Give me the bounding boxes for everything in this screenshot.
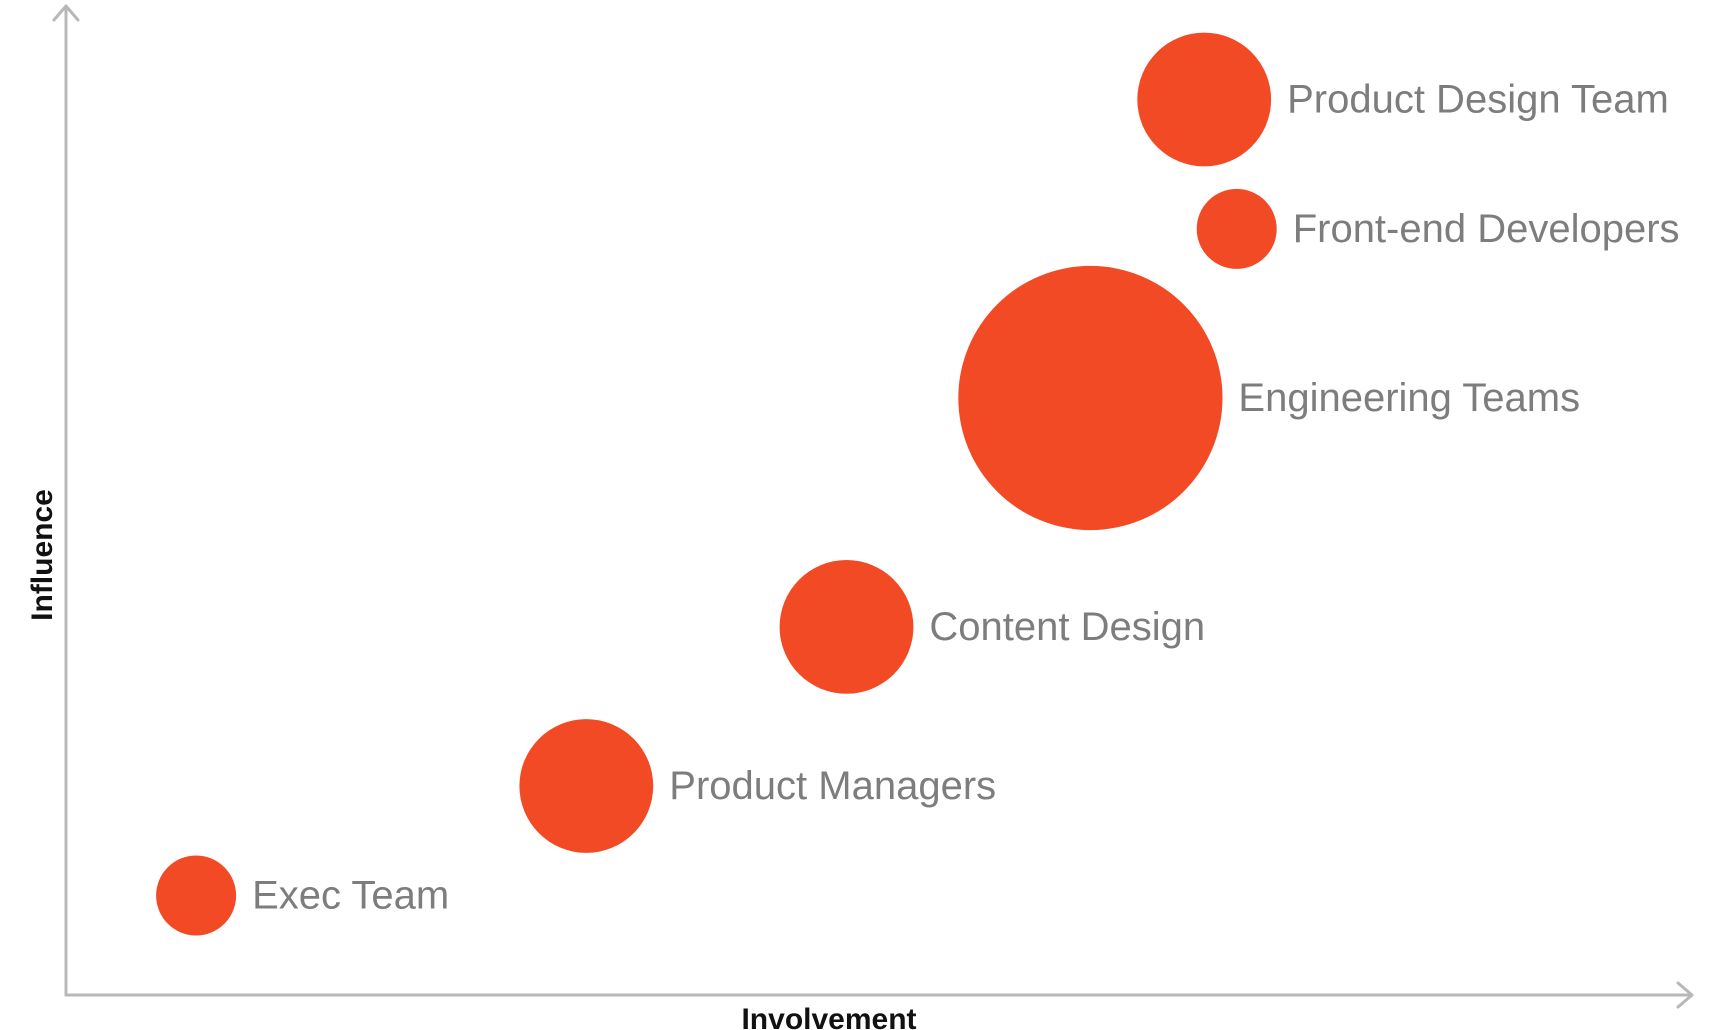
bubble-label-product-managers: Product Managers: [669, 764, 996, 808]
x-axis: [64, 981, 1694, 1009]
bubble-series: [156, 32, 1277, 936]
bubble-engineering-teams: [958, 265, 1223, 531]
y-axis-title: Influence: [26, 489, 59, 621]
bubble-label-content-design: Content Design: [929, 605, 1205, 649]
y-axis: [52, 4, 80, 997]
bubble-front-end-developers: [1196, 188, 1277, 269]
bubble-label-front-end-developers: Front-end Developers: [1293, 207, 1680, 251]
bubble-label-product-design-team: Product Design Team: [1287, 78, 1669, 122]
bubble-label-engineering-teams: Engineering Teams: [1238, 376, 1580, 420]
x-axis-arrowhead: [1676, 981, 1694, 1009]
y-axis-arrowhead: [52, 4, 80, 22]
x-axis-title: Involvement: [741, 1003, 916, 1030]
bubble-product-design-team: [1137, 32, 1272, 167]
bubble-label-exec-team: Exec Team: [252, 874, 449, 918]
bubble-labels: Exec Team Product Managers Content Design E…: [252, 78, 1679, 918]
bubble-product-managers: [519, 719, 654, 853]
bubble-exec-team: [156, 855, 237, 936]
bubble-content-design: [779, 560, 914, 694]
